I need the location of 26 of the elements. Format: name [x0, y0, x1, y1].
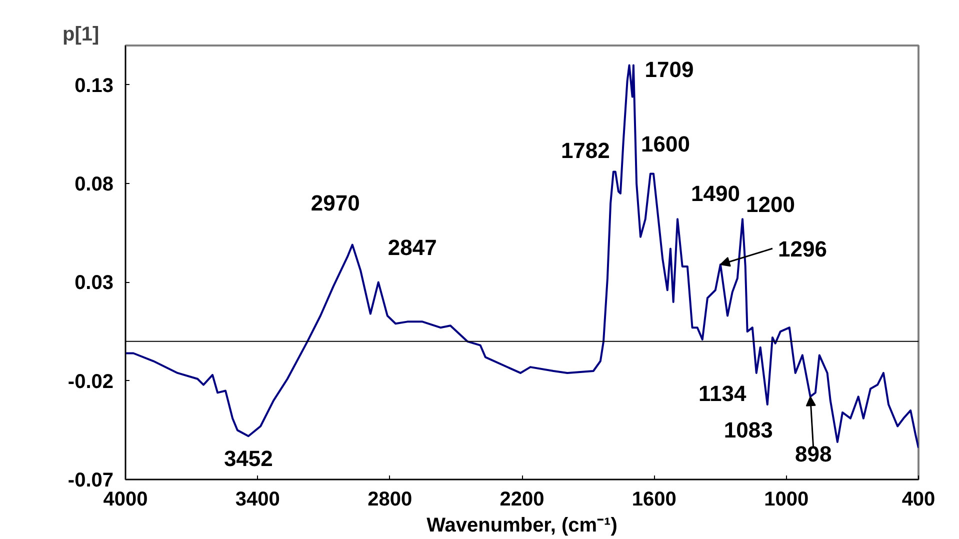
- annotation: 1709: [644, 57, 694, 82]
- y-tick-label: 0.03: [74, 272, 114, 294]
- y-tick-label: -0.07: [68, 470, 114, 492]
- annotation: 1200: [746, 192, 795, 218]
- annotation: 1083: [724, 418, 773, 443]
- y-axis-title: p[1]: [62, 24, 100, 46]
- x-tick-label: 2200: [500, 488, 544, 510]
- x-tick-label: 3400: [235, 488, 280, 510]
- y-tick-label: 0.13: [74, 74, 114, 97]
- annotation: 1490: [691, 181, 740, 206]
- annotation: 2970: [310, 190, 360, 216]
- x-tick-label: 1000: [764, 488, 809, 510]
- y-tick-label: -0.02: [68, 370, 114, 393]
- annotation: 3452: [224, 446, 273, 472]
- x-tick-label: 400: [902, 488, 936, 510]
- y-tick-label: 0.08: [74, 174, 114, 196]
- annotation: 1134: [698, 380, 748, 406]
- annotation: 2847: [388, 235, 437, 260]
- annotation: 1296: [778, 236, 827, 262]
- annotation: 898: [794, 442, 832, 467]
- x-axis-title: Wavenumber, (cm⁻¹): [426, 514, 618, 536]
- x-tick-label: 1600: [632, 488, 676, 510]
- x-tick-label: 4000: [103, 488, 148, 510]
- annotation: 1600: [641, 132, 690, 157]
- annotation: 1782: [560, 138, 610, 163]
- x-tick-label: 2800: [368, 488, 412, 510]
